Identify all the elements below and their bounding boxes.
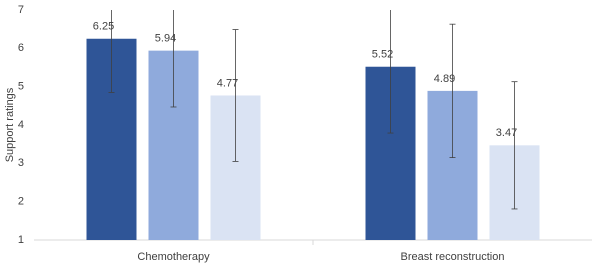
y-tick-label: 1 [18,234,24,246]
y-tick-label: 6 [18,42,24,54]
y-tick-label: 2 [18,196,24,208]
value-label: 4.77 [217,77,238,89]
value-label: 5.94 [155,33,176,45]
value-label: 3.47 [496,127,517,139]
value-label: 5.52 [372,49,393,61]
value-label: 4.89 [434,73,455,85]
y-tick-label: 4 [18,119,24,131]
value-label: 6.25 [93,21,114,33]
x-tick-label: Chemotherapy [137,251,210,263]
x-tick-label: Breast reconstruction [401,251,505,263]
y-tick-label: 7 [18,4,24,16]
y-tick-label: 3 [18,157,24,169]
y-tick-label: 5 [18,81,24,93]
y-axis-label: Support ratings [4,87,16,162]
